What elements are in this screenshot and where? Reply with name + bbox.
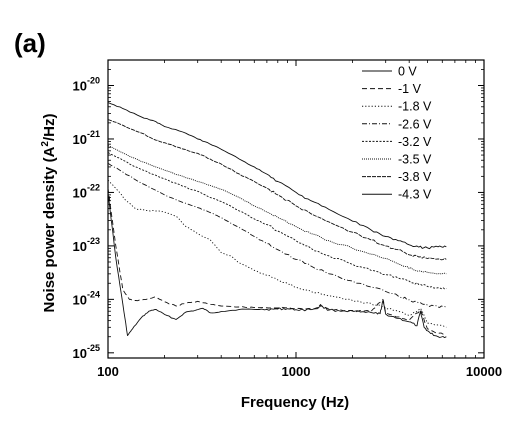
legend-label: -2.6 V [398, 117, 432, 131]
panel-label: (a) [14, 28, 46, 58]
series-layer [107, 102, 447, 339]
y-tick-label: 10-23 [73, 236, 100, 254]
y-tick-label: 10-24 [73, 289, 100, 307]
x-tick-label: 1000 [282, 364, 311, 379]
legend-label: -1.8 V [398, 100, 432, 114]
series-line [107, 162, 447, 308]
legend-label: -3.8 V [398, 170, 432, 184]
series-line [107, 102, 447, 250]
x-tick-label: 100 [97, 364, 119, 379]
legend-label: 0 V [398, 65, 417, 79]
series-line [107, 192, 447, 339]
y-tick-label: 10-25 [73, 343, 100, 361]
y-tick-label: 10-22 [73, 182, 100, 200]
x-axis-title: Frequency (Hz) [241, 394, 349, 411]
legend-label: -4.3 V [398, 188, 432, 202]
series-line [107, 119, 447, 261]
series-line [107, 152, 447, 290]
series-line [107, 145, 447, 275]
legend-label: -3.5 V [398, 153, 432, 167]
series-line [107, 188, 447, 335]
legend: 0 V -1 V -1.8 V -2.6 V -3.2 V -3.5 V -3.8 V -4.… [362, 65, 432, 202]
y-tick-label: 10-20 [73, 76, 100, 94]
y-axis-title: Noise power density (A2/Hz) [40, 114, 58, 313]
x-tick-label: 10000 [466, 364, 502, 379]
legend-label: -1 V [398, 82, 422, 96]
legend-label: -3.2 V [398, 135, 432, 149]
ticks-layer: 10-25 10-24 10-23 10-22 10-21 10-20 100 1000 100… [73, 59, 502, 379]
series-line [107, 179, 447, 328]
y-tick-label: 10-21 [73, 129, 100, 147]
